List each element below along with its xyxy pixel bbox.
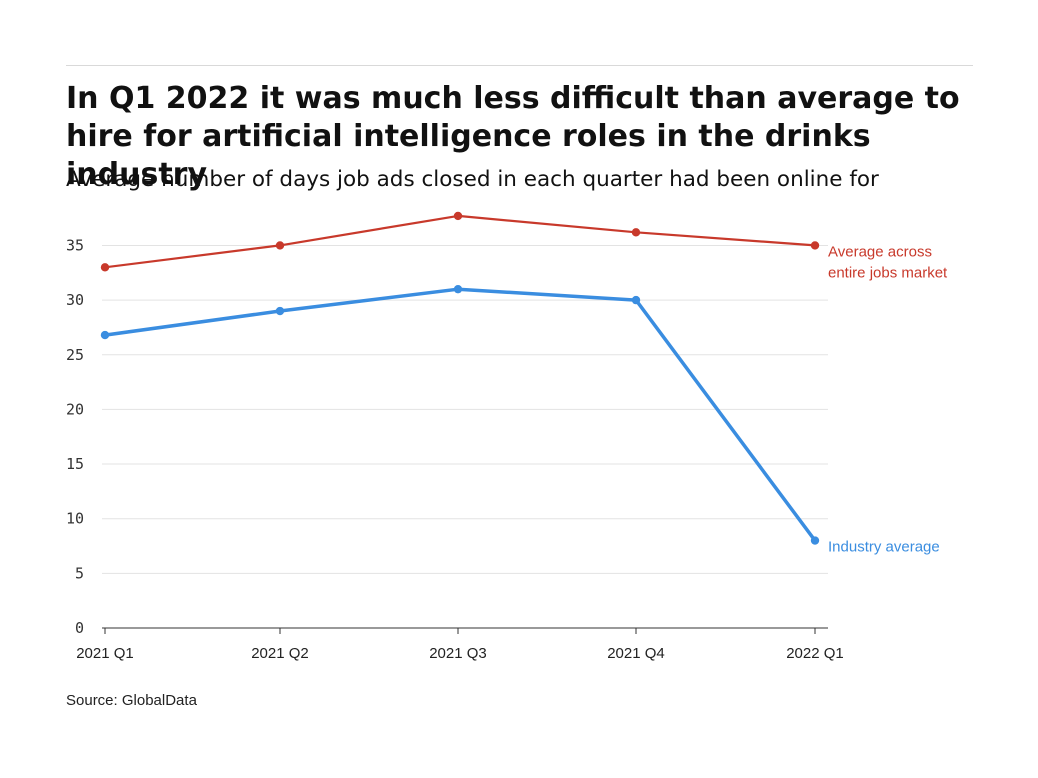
data-point: [275, 306, 285, 316]
y-tick-label: 25: [66, 346, 84, 364]
source-note: Source: GlobalData: [66, 692, 197, 709]
chart-title: In Q1 2022 it was much less difficult th…: [66, 81, 960, 192]
series-line: [103, 214, 817, 269]
x-tick-label: 2021 Q3: [429, 645, 487, 662]
x-tick-label: 2021 Q4: [607, 645, 665, 662]
y-tick-label: 30: [66, 291, 84, 309]
chart-subtitle: Average number of days job ads closed in…: [66, 167, 879, 192]
data-point: [631, 228, 641, 237]
data-point: [100, 330, 110, 340]
series-label: entire jobs market: [828, 264, 948, 281]
series-line: [103, 287, 817, 543]
x-tick-label: 2021 Q1: [76, 645, 134, 662]
data-point: [631, 295, 641, 305]
y-tick-label: 10: [66, 510, 84, 528]
x-tick-label: 2021 Q2: [251, 645, 309, 662]
y-tick-label: 0: [75, 619, 84, 637]
y-tick-label: 15: [66, 455, 84, 473]
data-point: [810, 241, 820, 250]
data-point: [275, 241, 285, 250]
data-point: [453, 284, 463, 294]
series-label: Industry average: [828, 539, 940, 556]
x-tick-label: 2022 Q1: [786, 645, 844, 662]
data-point: [810, 536, 820, 545]
top-divider: [66, 65, 973, 66]
y-tick-label: 20: [66, 400, 84, 418]
data-point: [453, 211, 463, 221]
series-label: Average across: [828, 243, 932, 260]
data-point: [100, 263, 110, 272]
y-tick-label: 35: [66, 236, 84, 254]
y-tick-label: 5: [75, 564, 84, 582]
